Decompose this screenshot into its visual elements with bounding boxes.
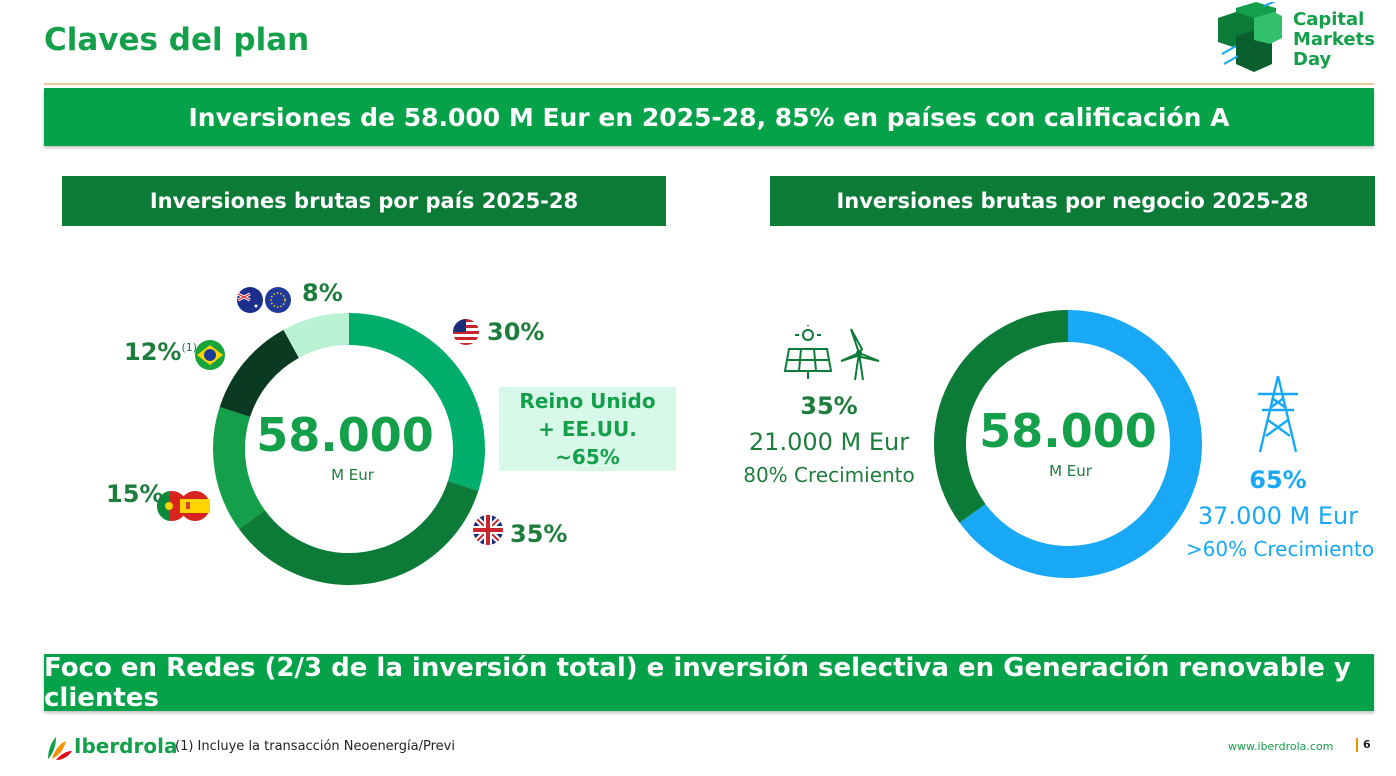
generation-growth: 80% Crecimiento <box>743 463 915 487</box>
page-number-divider <box>1356 738 1358 752</box>
australia-eu-flags-icon <box>237 287 291 313</box>
header-divider <box>44 83 1374 85</box>
donut-slice-brazil <box>219 329 300 418</box>
donut-slice-generation <box>934 310 1069 523</box>
left-center-unit: M Eur <box>331 466 374 484</box>
networks-growth: >60% Crecimiento <box>1185 537 1375 561</box>
label-uk-pct: 35% <box>510 520 568 548</box>
label-brazil-pct: 12%(1) <box>124 338 198 366</box>
right-center-unit: M Eur <box>1049 462 1092 480</box>
donut-slice-uk <box>238 480 479 585</box>
networks-pct: 65% <box>1249 466 1307 494</box>
generation-pct: 35% <box>800 392 858 420</box>
usa-flag-icon <box>453 319 479 345</box>
right-section-heading: Inversiones brutas por negocio 2025-28 <box>770 176 1375 226</box>
footnote: (1) Incluye la transacción Neoenergía/Pr… <box>175 739 455 754</box>
uk-flag-icon <box>473 515 503 545</box>
donut-slice-networks <box>959 310 1202 578</box>
iberdrola-leaf-icon <box>48 737 72 760</box>
bottom-banner: Foco en Redes (2/3 de la inversión total… <box>44 653 1374 713</box>
brazil-flag-icon <box>195 340 225 370</box>
donut-slice-usa <box>348 313 485 492</box>
capital-markets-cube-logo-icon <box>1218 2 1282 72</box>
capital-markets-logo-text: Capital Markets Day <box>1293 9 1375 70</box>
brazil-footnote-marker: (1) <box>181 341 198 354</box>
business-donut-chart <box>934 310 1202 578</box>
portugal-spain-flags-icon <box>156 491 210 521</box>
left-section-heading: Inversiones brutas por país 2025-28 <box>62 176 666 226</box>
top-banner: Inversiones de 58.000 M Eur en 2025-28, … <box>44 88 1374 146</box>
label-aus-eu-pct: 8% <box>302 279 343 307</box>
donut-slice-iberia <box>213 406 266 529</box>
networks-amount: 37.000 M Eur <box>1197 502 1359 530</box>
right-center-value: 58.000 <box>979 404 1157 458</box>
label-iberia-pct: 15% <box>106 480 164 508</box>
transmission-tower-icon <box>1258 375 1298 453</box>
generation-amount: 21.000 M Eur <box>748 428 910 456</box>
page-title: Claves del plan <box>44 22 310 58</box>
website-link[interactable]: www.iberdrola.com <box>1228 740 1334 753</box>
label-usa-pct: 30% <box>487 318 545 346</box>
donut-slice-aus-eu <box>283 313 350 359</box>
uk-usa-callout: Reino Unido + EE.UU. ~65% <box>499 387 676 471</box>
country-donut-chart <box>213 313 485 585</box>
iberdrola-brand: Iberdrola <box>74 734 178 758</box>
page-number: 6 <box>1363 738 1371 751</box>
solar-wind-icon <box>783 325 880 381</box>
left-center-value: 58.000 <box>256 408 434 462</box>
